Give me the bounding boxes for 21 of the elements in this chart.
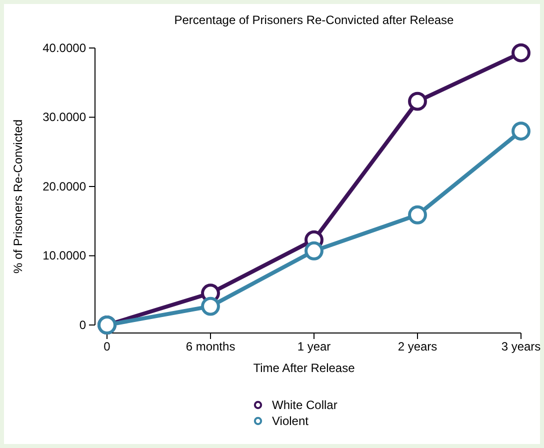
y-tick-label: 10.0000: [42, 248, 86, 263]
x-tick-label: 3 years: [501, 340, 541, 354]
legend-label: Violent: [272, 414, 310, 428]
y-tick-label: 0: [79, 318, 86, 332]
x-tick-label: 1 year: [297, 340, 331, 354]
chart-title: Percentage of Prisoners Re-Convicted after Release: [174, 13, 454, 27]
point: [304, 241, 324, 260]
x-tick-label: 0: [104, 340, 111, 354]
x-axis-title: Time After Release: [253, 361, 356, 375]
x-tick-label: 2 years: [398, 340, 438, 354]
y-axis-title: % of Prisoners Re-Convicted: [11, 119, 25, 274]
point: [201, 296, 220, 316]
y-tick-label: 30.0000: [42, 110, 86, 124]
y-tick-label: 40.0000: [42, 40, 86, 55]
y-tick-label: 20.0000: [42, 179, 86, 194]
point: [408, 92, 427, 111]
point: [512, 43, 530, 62]
x-tick-label: 6 months: [186, 340, 236, 354]
point: [512, 122, 530, 141]
point: [408, 205, 427, 224]
legend-label: White Collar: [272, 398, 338, 412]
